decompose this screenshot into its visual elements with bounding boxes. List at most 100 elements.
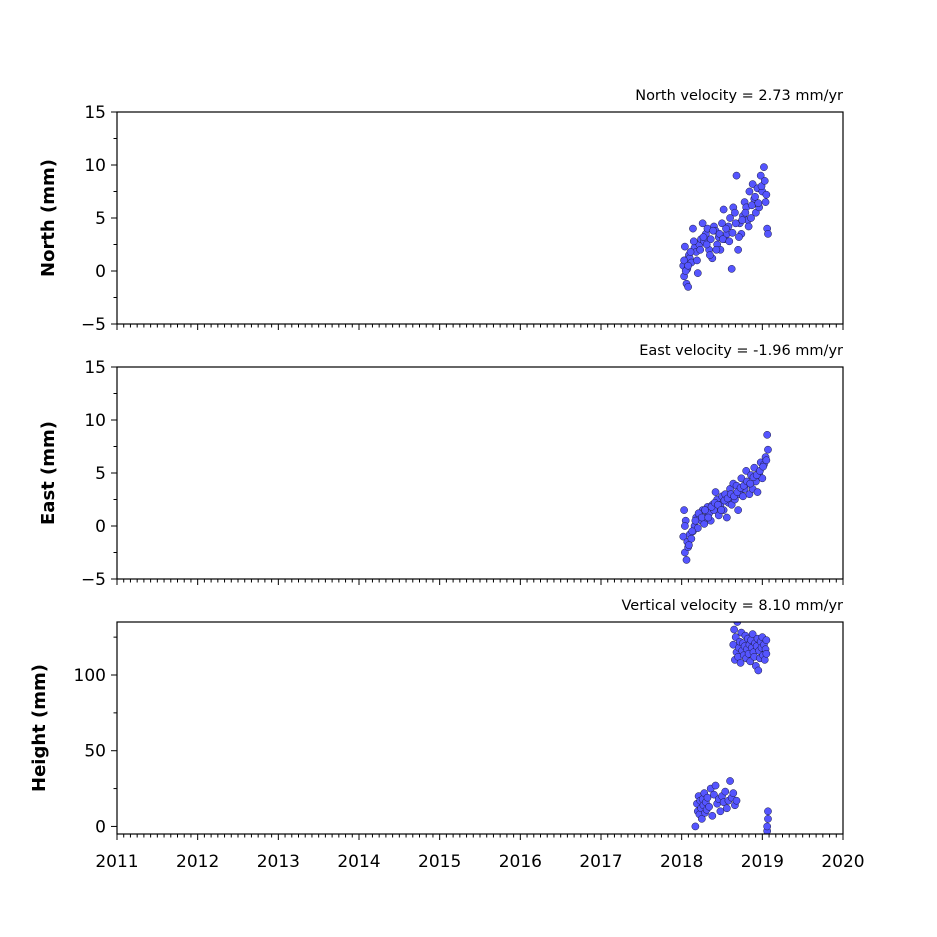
- panel-height: 2011 2012 2013 2014 2015 2016 2017 2018 2019 2020…: [29, 598, 865, 872]
- data-point: [725, 237, 734, 246]
- data-point: [680, 506, 688, 514]
- y-tick-label: −5: [81, 570, 106, 590]
- data-point: [760, 163, 768, 171]
- x-tick-label: 2020: [821, 852, 864, 872]
- data-point: [721, 787, 730, 796]
- panel-title-north: North velocity = 2.73 mm/yr: [635, 88, 843, 104]
- data-point: [689, 224, 697, 233]
- data-points-east: [679, 430, 772, 564]
- x-tick-label: 2017: [579, 852, 622, 872]
- data-point: [748, 180, 757, 188]
- y-axis-label-north: North (mm): [38, 159, 59, 277]
- data-point: [716, 807, 725, 816]
- data-point: [730, 625, 738, 634]
- data-point: [681, 522, 689, 530]
- data-point: [684, 261, 692, 270]
- data-point: [702, 240, 711, 249]
- data-point: [729, 789, 738, 797]
- data-point: [741, 208, 750, 217]
- data-point: [736, 659, 745, 667]
- y-axis-label-east: East (mm): [38, 421, 59, 525]
- data-point: [698, 219, 707, 228]
- data-point: [719, 205, 728, 214]
- data-point: [762, 649, 771, 658]
- y-tick-label: 10: [84, 156, 106, 176]
- data-point: [744, 222, 753, 231]
- data-point: [685, 541, 693, 549]
- data-point: [701, 506, 709, 514]
- data-point: [726, 214, 734, 222]
- data-point: [708, 811, 717, 820]
- data-point: [706, 235, 715, 244]
- data-point: [711, 488, 720, 496]
- y-tick-label: 15: [84, 103, 106, 123]
- x-tick-label: 2012: [176, 852, 219, 872]
- data-point: [762, 190, 771, 199]
- y-tick-label: −5: [81, 315, 106, 335]
- data-point: [682, 556, 691, 564]
- x-tick-label: 2019: [741, 852, 784, 872]
- data-point: [734, 506, 742, 514]
- data-point: [756, 171, 765, 180]
- data-point: [753, 488, 762, 496]
- data-point: [748, 201, 756, 210]
- data-points-height: [691, 622, 772, 834]
- data-point: [681, 242, 689, 251]
- x-tick-label: 2011: [95, 852, 138, 872]
- data-point: [763, 430, 772, 439]
- data-point: [684, 283, 692, 291]
- data-point: [751, 192, 759, 201]
- data-point: [732, 171, 741, 180]
- data-point: [712, 245, 721, 254]
- x-tick-label: 2013: [257, 852, 300, 872]
- data-point: [734, 245, 742, 254]
- data-point: [709, 226, 717, 235]
- data-point: [735, 233, 743, 241]
- data-point: [691, 822, 700, 831]
- data-point: [710, 790, 718, 799]
- data-point: [762, 636, 771, 645]
- y-tick-label: 0: [95, 517, 106, 537]
- data-point: [693, 269, 702, 277]
- data-point: [747, 214, 755, 222]
- data-point: [693, 256, 701, 265]
- y-tick-label: 5: [95, 464, 106, 484]
- panel-north: −5 0 5 10 15 North velocity = 2.73 mm/yr North…: [38, 88, 844, 335]
- data-point: [722, 804, 731, 813]
- data-point: [697, 513, 706, 522]
- data-point: [763, 822, 772, 831]
- data-point: [711, 781, 720, 790]
- data-point: [760, 177, 769, 185]
- data-points-north: [679, 163, 772, 291]
- y-tick-label: 50: [84, 742, 106, 762]
- x-tick-label: 2014: [337, 852, 380, 872]
- data-point: [764, 230, 772, 238]
- x-tick-label: 2018: [660, 852, 703, 872]
- data-point: [691, 516, 700, 525]
- data-point: [705, 802, 713, 811]
- data-point: [738, 216, 747, 224]
- data-point: [689, 237, 698, 246]
- data-point: [764, 445, 772, 454]
- data-point: [718, 235, 727, 244]
- data-point: [759, 462, 767, 471]
- data-point: [745, 187, 754, 196]
- data-point: [704, 513, 713, 522]
- data-point: [731, 208, 739, 217]
- data-point: [718, 219, 726, 228]
- y-tick-label: 0: [95, 817, 106, 837]
- data-point: [731, 219, 740, 228]
- x-tick-label: 2016: [499, 852, 542, 872]
- data-point: [680, 256, 688, 265]
- data-point: [762, 456, 771, 465]
- panel-title-height: Vertical velocity = 8.10 mm/yr: [622, 598, 844, 614]
- data-point: [696, 245, 705, 254]
- panel-east: −5 0 5 10 15 East velocity = -1.96 mm/yr East …: [38, 343, 844, 590]
- y-tick-label: 0: [95, 262, 106, 282]
- data-point: [746, 479, 755, 488]
- y-tick-label: 15: [84, 358, 106, 378]
- x-tick-label: 2015: [418, 852, 461, 872]
- y-axis-label-height: Height (mm): [29, 664, 50, 792]
- data-point: [717, 506, 726, 514]
- data-point: [728, 228, 737, 237]
